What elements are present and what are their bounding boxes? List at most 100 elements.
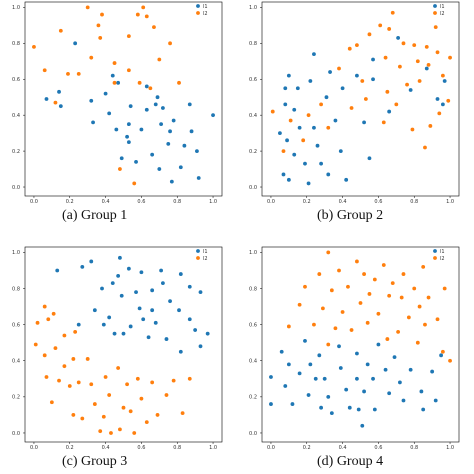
scatter-point-l1: [178, 272, 183, 276]
scatter-point-l2: [42, 304, 47, 309]
scatter-point-l1: [290, 402, 295, 406]
scatter-point-l2: [57, 378, 61, 383]
scatter-point-l1: [372, 407, 377, 412]
scatter-point-l2: [150, 380, 155, 385]
scatter-point-l2: [398, 64, 402, 69]
scatter-point-l2: [62, 364, 67, 369]
scatter-point-l1: [283, 102, 288, 107]
scatter-point-l1: [396, 36, 401, 40]
scatter-point-l2: [126, 68, 131, 73]
scatter-point-l1: [187, 102, 192, 107]
scatter-point-l1: [306, 393, 311, 397]
scatter-point-l2: [301, 138, 306, 143]
scatter-point-l2: [35, 320, 40, 325]
scatter-point-l2: [62, 333, 67, 338]
scatter-point-l2: [67, 384, 72, 388]
scatter-point-l2: [46, 317, 51, 322]
scatter-point-l1: [383, 367, 388, 372]
scatter-point-l2: [337, 66, 341, 71]
scatter-point-l2: [329, 288, 334, 293]
scatter-point-l2: [399, 295, 404, 300]
legend-marker-l2: [196, 256, 200, 260]
y-tick-label: 1.0: [249, 5, 257, 11]
y-tick-label: 0.8: [249, 286, 257, 292]
scatter-point-l2: [365, 320, 370, 325]
scatter-point-l1: [116, 80, 121, 85]
scatter-point-l2: [415, 59, 420, 64]
scatter-point-l2: [405, 82, 409, 87]
x-tick-label: 1.0: [446, 445, 454, 451]
scatter-point-l2: [286, 324, 291, 329]
x-tick-label: 0.4: [102, 199, 110, 205]
scatter-point-l1: [283, 384, 288, 388]
scatter-point-l1: [150, 288, 155, 293]
scatter-point-l1: [205, 331, 210, 336]
scatter-point-l2: [306, 113, 311, 118]
scatter-point-l1: [344, 177, 349, 182]
x-tick-label: 1.0: [209, 445, 217, 451]
scatter-point-l1: [134, 290, 138, 295]
scatter-point-l1: [326, 172, 331, 177]
scatter-point-l1: [168, 299, 172, 304]
scatter-point-l1: [355, 376, 359, 381]
scatter-point-l2: [362, 272, 366, 276]
scatter-point-l1: [57, 89, 61, 94]
x-tick-label: 0.2: [303, 445, 311, 451]
scatter-point-l2: [415, 340, 420, 345]
scatter-point-l2: [71, 413, 76, 417]
scatter-point-l1: [187, 284, 192, 289]
scatter-point-l2: [100, 12, 104, 17]
scatter-point-l2: [53, 346, 58, 351]
scatter-point-l2: [297, 302, 302, 307]
scatter-point-l1: [144, 84, 149, 89]
scatter-point-l2: [363, 97, 368, 101]
scatter-point-l1: [164, 337, 169, 341]
scatter-point-l2: [135, 12, 140, 17]
scatter-point-l1: [326, 394, 331, 399]
scatter-point-l1: [308, 79, 313, 83]
scatter-point-l1: [315, 143, 320, 148]
legend-marker-l2: [196, 11, 200, 15]
scatter-point-l2: [349, 328, 354, 332]
scatter-point-l2: [281, 149, 286, 153]
scatter-point-l2: [180, 411, 185, 416]
scatter-point-l1: [376, 342, 381, 347]
scatter-point-l1: [433, 398, 438, 403]
scatter-point-l1: [128, 104, 133, 109]
scatter-point-l1: [121, 331, 126, 336]
y-tick-label: 0.4: [12, 359, 20, 365]
y-tick-label: 0.6: [12, 322, 20, 328]
scatter-point-l1: [150, 152, 155, 157]
scatter-point-l1: [435, 97, 440, 101]
scatter-point-l1: [362, 120, 366, 125]
scatter-point-l2: [109, 431, 113, 435]
scatter-point-l1: [159, 268, 164, 273]
scatter-point-l1: [328, 70, 332, 74]
scatter-point-l1: [355, 73, 359, 78]
scatter-point-l1: [322, 376, 327, 381]
scatter-point-l1: [118, 255, 122, 260]
scatter-point-l1: [286, 73, 291, 78]
scatter-point-l1: [128, 324, 133, 329]
scatter-point-l2: [152, 25, 156, 30]
scatter-point-l2: [137, 80, 142, 85]
y-tick-label: 0.0: [12, 431, 20, 437]
scatter-panel-group-2: 0.0 0.2 0.4 0.6 0.8 1.0 0.0 0.2 0.4 0.6 0.8 1.0 l1 l2…: [237, 0, 474, 237]
scatter-point-l2: [44, 375, 49, 379]
legend-marker-l1: [196, 4, 200, 8]
scatter-point-l2: [132, 431, 137, 435]
x-tick-label: 0.6: [374, 199, 382, 205]
legend-label-l2: l2: [440, 11, 445, 17]
x-tick-label: 1.0: [209, 199, 217, 205]
scatter-point-l1: [114, 127, 119, 132]
axes-frame: [24, 1, 223, 197]
scatter-point-l1: [371, 376, 375, 381]
scatter-point-l2: [148, 86, 153, 91]
scatter-point-l2: [333, 326, 338, 331]
x-tick-label: 0.2: [66, 199, 74, 205]
scatter-point-l2: [372, 277, 377, 282]
scatter-point-l2: [394, 102, 399, 107]
scatter-point-l1: [360, 423, 365, 428]
scatter-point-l1: [146, 335, 151, 340]
scatter-point-l2: [125, 382, 129, 387]
